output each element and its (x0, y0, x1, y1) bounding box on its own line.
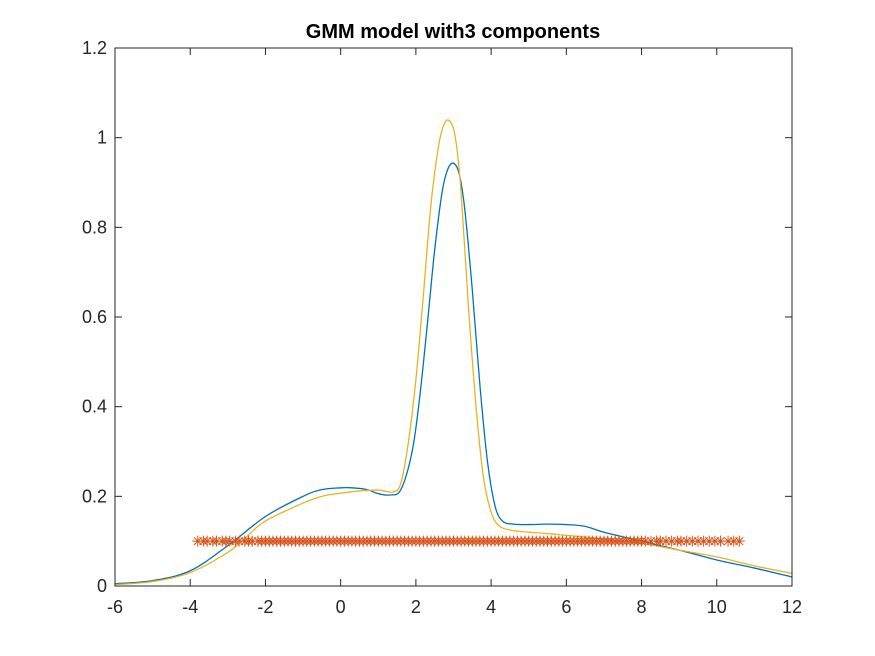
data-point-marker (233, 535, 245, 547)
x-tick-label: 4 (486, 597, 496, 617)
series-layer (114, 119, 793, 586)
data-point-marker (246, 535, 258, 547)
data-point-marker (681, 535, 693, 547)
data-point-marker (675, 535, 687, 547)
data-point-marker (211, 535, 223, 547)
data-point-marker (639, 535, 651, 547)
x-tick-label: -2 (257, 597, 273, 617)
data-point-marker (660, 535, 672, 547)
x-tick-label: 12 (782, 597, 802, 617)
data-point-marker (703, 535, 715, 547)
plot-area (114, 119, 793, 586)
data-point-marker (715, 535, 727, 547)
x-tick-label: 8 (637, 597, 647, 617)
y-tick-label: 1 (97, 128, 107, 148)
y-tick-label: 0 (97, 576, 107, 596)
y-tick-label: 1.2 (82, 38, 107, 58)
y-tick-label: 0.2 (82, 486, 107, 506)
data-point-marker (201, 535, 213, 547)
data-point-marker (666, 535, 678, 547)
x-tick-label: 2 (411, 597, 421, 617)
x-tick-label: 10 (707, 597, 727, 617)
x-tick-label: 0 (336, 597, 346, 617)
data-point-marker (192, 535, 204, 547)
data-point-marker (698, 535, 710, 547)
data-point-marker (224, 535, 236, 547)
data-point-marker (645, 535, 657, 547)
y-tick-label: 0.8 (82, 217, 107, 237)
y-tick-label: 0.4 (82, 397, 107, 417)
data-point-marker (654, 535, 666, 547)
scatter-layer (192, 535, 745, 547)
data-point-marker (686, 535, 698, 547)
x-tick-label: -4 (182, 597, 198, 617)
data-point-marker (728, 535, 740, 547)
x-tick-label: 6 (561, 597, 571, 617)
data-point-marker (709, 535, 721, 547)
data-point-marker (692, 535, 704, 547)
data-point-marker (722, 535, 734, 547)
density-fit-1-line (114, 162, 793, 585)
y-tick-label: 0.6 (82, 307, 107, 327)
x-axis: -6 -4 -2 0 2 4 6 8 10 12 (107, 48, 802, 617)
y-axis: 0 0.2 0.4 0.6 0.8 1 1.2 (82, 38, 792, 596)
data-point-marker (733, 535, 745, 547)
density-fit-2-line (114, 119, 793, 586)
x-tick-label: -6 (107, 597, 123, 617)
chart-title: GMM model with3 components (306, 21, 600, 43)
